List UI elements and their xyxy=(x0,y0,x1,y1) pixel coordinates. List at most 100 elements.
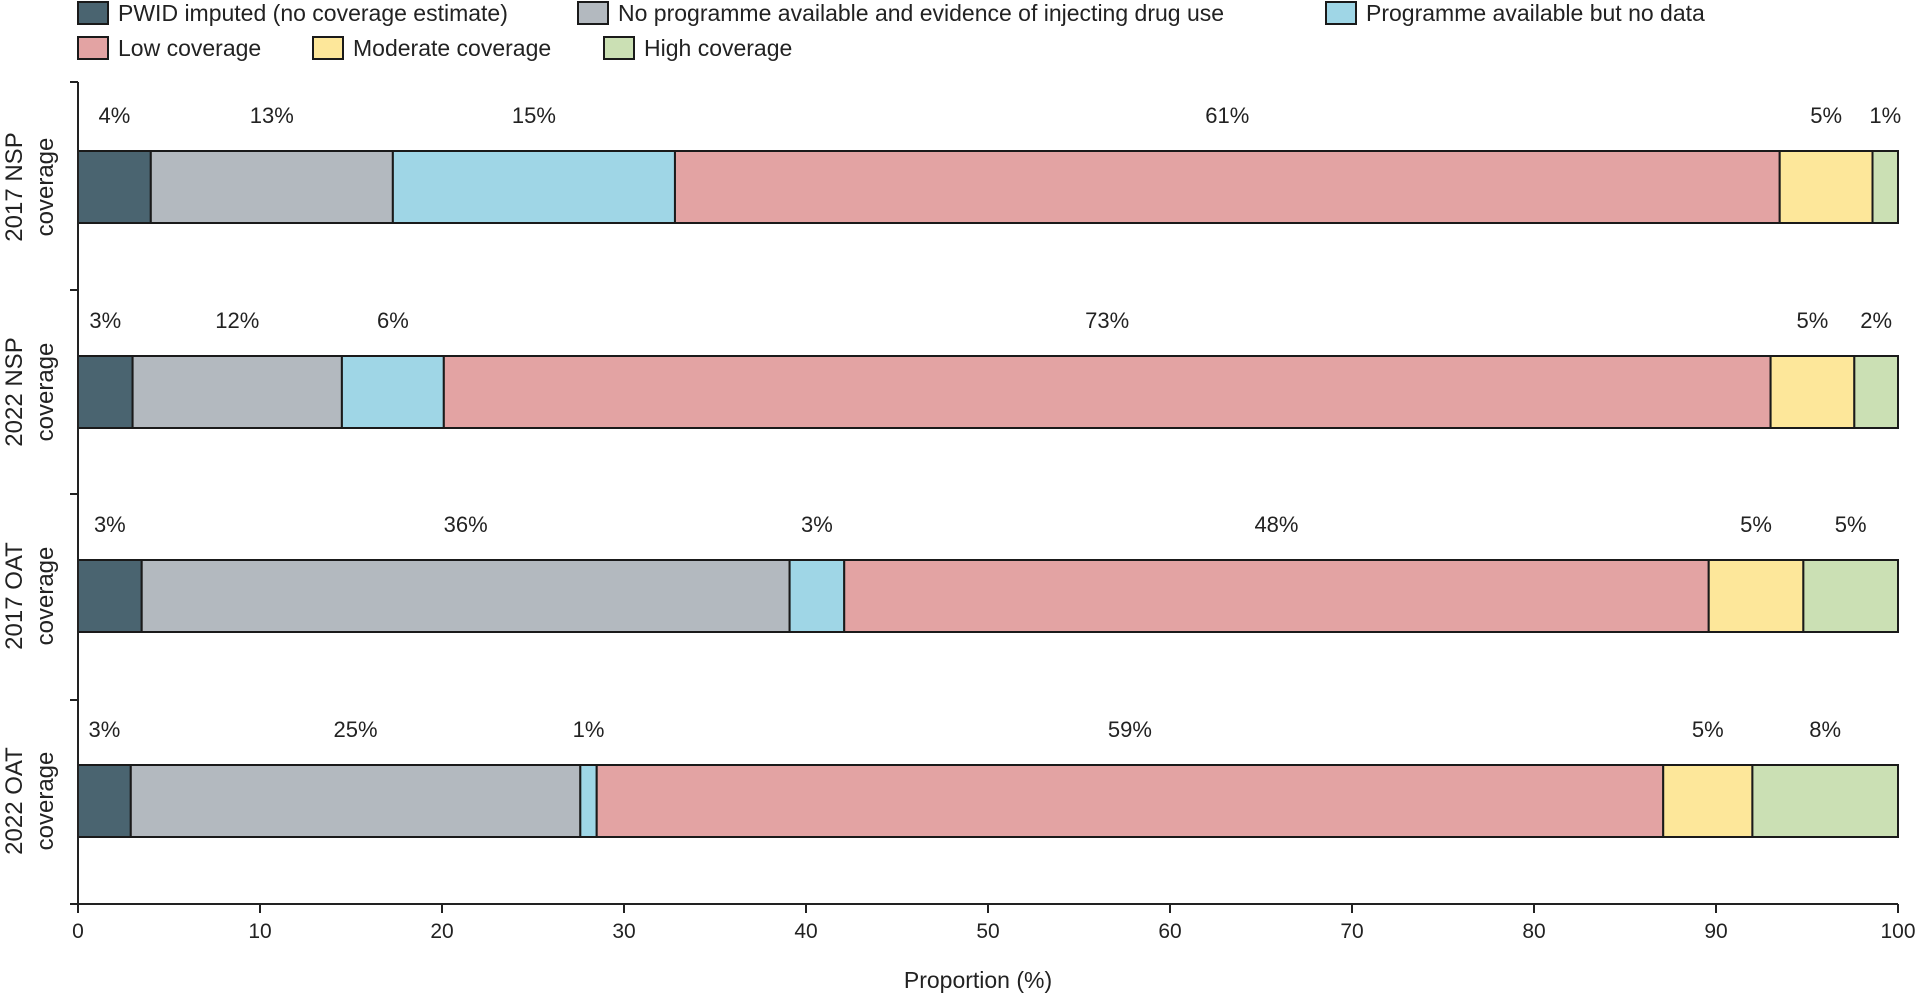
legend-item: Moderate coverage xyxy=(312,35,551,61)
legend: PWID imputed (no coverage estimate) No pr… xyxy=(77,0,1705,61)
legend-swatch xyxy=(1325,1,1357,25)
bar-segment xyxy=(1751,764,1900,838)
bar-segment xyxy=(77,355,134,429)
bar-row: 4% 13% 15% 61% 5% 1% xyxy=(77,103,1901,224)
legend-swatch xyxy=(77,36,109,60)
bar-segment xyxy=(140,559,791,633)
bars: 4% 13% 15% 61% 5% 1% 3% 12% 6% 73% 5% 2% 3% 36% 3% 48% 5… xyxy=(77,103,1901,838)
x-tick-label: 0 xyxy=(72,920,84,943)
legend-item: PWID imputed (no coverage estimate) xyxy=(77,0,508,26)
bar-segment xyxy=(77,559,143,633)
legend-label: Moderate coverage xyxy=(353,35,551,61)
data-label: 1% xyxy=(573,717,605,742)
bar-segment xyxy=(131,355,343,429)
x-tick-label: 30 xyxy=(612,920,635,943)
x-axis: 0 10 20 30 40 50 60 70 80 90 100 Proportion (%) xyxy=(70,81,1916,993)
legend-item: Programme available but no data xyxy=(1325,0,1705,26)
category-label-line1: 2022 OAT xyxy=(1,747,28,855)
data-label: 59% xyxy=(1108,717,1152,742)
legend-swatch xyxy=(77,1,109,25)
bar-segment xyxy=(1871,150,1900,224)
x-tick-label: 20 xyxy=(430,920,453,943)
x-tick-label: 50 xyxy=(976,920,999,943)
bar-segment xyxy=(1662,764,1754,838)
data-label: 36% xyxy=(444,512,488,537)
legend-label: PWID imputed (no coverage estimate) xyxy=(118,0,508,26)
legend-item: High coverage xyxy=(603,35,792,61)
bar-segment xyxy=(1707,559,1805,633)
data-label: 3% xyxy=(89,308,121,333)
bar-segment xyxy=(1769,355,1856,429)
legend-item: No programme available and evidence of i… xyxy=(577,0,1224,26)
data-label: 25% xyxy=(334,717,378,742)
data-label: 5% xyxy=(1740,512,1772,537)
data-label: 3% xyxy=(801,512,833,537)
bar-row: 3% 36% 3% 48% 5% 5% xyxy=(77,512,1899,633)
data-label: 4% xyxy=(99,103,131,128)
data-label: 5% xyxy=(1692,717,1724,742)
bar-segment xyxy=(442,355,1772,429)
legend-label: No programme available and evidence of i… xyxy=(618,0,1224,26)
x-tick-label: 10 xyxy=(248,920,271,943)
category-label: 2017 OAT coverage xyxy=(1,542,59,650)
bar-segment xyxy=(149,150,394,224)
bar-segment xyxy=(1853,355,1899,429)
legend-swatch xyxy=(312,36,344,60)
bar-row: 3% 25% 1% 59% 5% 8% xyxy=(77,717,1900,838)
bar-row: 3% 12% 6% 73% 5% 2% xyxy=(77,308,1899,429)
x-tick-label: 60 xyxy=(1158,920,1181,943)
legend-swatch xyxy=(603,36,635,60)
bar-segment xyxy=(1778,150,1874,224)
category-label-line1: 2017 NSP xyxy=(1,132,28,241)
category-label: 2017 NSP coverage xyxy=(1,132,59,241)
x-tick-label: 100 xyxy=(1880,920,1915,943)
data-label: 15% xyxy=(512,103,556,128)
bar-segment xyxy=(391,150,676,224)
x-tick-label: 40 xyxy=(794,920,817,943)
bar-segment xyxy=(788,559,846,633)
bar-segment xyxy=(579,764,598,838)
x-tick-label: 80 xyxy=(1522,920,1545,943)
category-label: 2022 NSP coverage xyxy=(1,337,59,446)
data-label: 2% xyxy=(1860,308,1892,333)
bar-segment xyxy=(77,150,152,224)
category-label-line2: coverage xyxy=(32,547,59,646)
category-label-line2: coverage xyxy=(32,752,59,851)
legend-label: Low coverage xyxy=(118,35,261,61)
x-tick-label: 90 xyxy=(1704,920,1727,943)
data-label: 61% xyxy=(1205,103,1249,128)
data-label: 3% xyxy=(94,512,126,537)
data-label: 5% xyxy=(1835,512,1867,537)
bar-segment xyxy=(129,764,582,838)
bar-segment xyxy=(673,150,1781,224)
x-axis-title: Proportion (%) xyxy=(904,967,1052,993)
category-label-line1: 2022 NSP xyxy=(1,337,28,446)
category-label: 2022 OAT coverage xyxy=(1,747,59,855)
legend-label: High coverage xyxy=(644,35,792,61)
data-label: 48% xyxy=(1254,512,1298,537)
bar-segment xyxy=(843,559,1710,633)
data-label: 8% xyxy=(1809,717,1841,742)
bar-segment xyxy=(340,355,445,429)
data-label: 5% xyxy=(1797,308,1829,333)
data-label: 6% xyxy=(377,308,409,333)
bar-segment xyxy=(595,764,1665,838)
x-tick-label: 70 xyxy=(1340,920,1363,943)
legend-swatch xyxy=(577,1,609,25)
category-label-line1: 2017 OAT xyxy=(1,542,28,650)
category-label-line2: coverage xyxy=(32,343,59,442)
data-label: 1% xyxy=(1869,103,1901,128)
legend-item: Low coverage xyxy=(77,35,261,61)
data-label: 13% xyxy=(250,103,294,128)
bar-segment xyxy=(77,764,132,838)
data-label: 73% xyxy=(1085,308,1129,333)
category-label-line2: coverage xyxy=(32,138,59,237)
legend-label: Programme available but no data xyxy=(1366,0,1705,26)
data-label: 3% xyxy=(88,717,120,742)
bar-segment xyxy=(1802,559,1899,633)
data-label: 5% xyxy=(1810,103,1842,128)
data-label: 12% xyxy=(215,308,259,333)
